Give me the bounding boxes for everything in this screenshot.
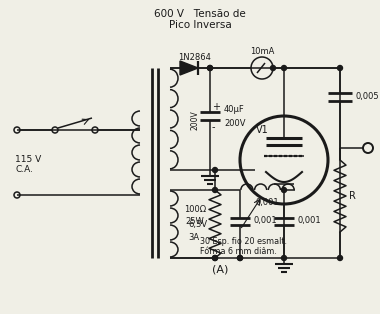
Text: 0,001: 0,001 bbox=[254, 216, 278, 225]
Text: (A): (A) bbox=[212, 265, 228, 275]
Text: +: + bbox=[212, 102, 220, 112]
Text: 1N2864: 1N2864 bbox=[179, 52, 211, 62]
Circle shape bbox=[212, 167, 217, 172]
Text: 0,001: 0,001 bbox=[255, 198, 279, 208]
Circle shape bbox=[207, 66, 212, 71]
Circle shape bbox=[282, 256, 287, 261]
Text: 3A: 3A bbox=[188, 232, 199, 241]
Circle shape bbox=[212, 187, 217, 192]
Text: Pico Inversa: Pico Inversa bbox=[169, 20, 231, 30]
Circle shape bbox=[212, 256, 217, 261]
Circle shape bbox=[282, 66, 287, 71]
Circle shape bbox=[207, 66, 212, 71]
Text: -: - bbox=[212, 122, 215, 132]
Text: 200V: 200V bbox=[190, 110, 199, 130]
Circle shape bbox=[212, 256, 217, 261]
Text: C.A.: C.A. bbox=[15, 165, 33, 175]
Text: V1: V1 bbox=[256, 125, 269, 135]
Circle shape bbox=[337, 66, 342, 71]
Text: R: R bbox=[348, 191, 355, 201]
Text: 25W: 25W bbox=[185, 216, 204, 225]
Text: 0,001: 0,001 bbox=[298, 216, 321, 225]
Text: 6,3V: 6,3V bbox=[188, 220, 207, 230]
Circle shape bbox=[337, 256, 342, 261]
Text: Fórma 6 mm diâm.: Fórma 6 mm diâm. bbox=[200, 247, 277, 257]
Circle shape bbox=[238, 256, 242, 261]
Text: 40μF: 40μF bbox=[224, 106, 245, 115]
Circle shape bbox=[282, 187, 287, 192]
Text: 100Ω: 100Ω bbox=[184, 205, 206, 214]
Text: 10mA: 10mA bbox=[250, 47, 274, 57]
Text: 200V: 200V bbox=[224, 118, 245, 127]
Polygon shape bbox=[180, 61, 198, 75]
Text: 115 V: 115 V bbox=[15, 155, 41, 165]
Circle shape bbox=[238, 256, 242, 261]
Text: 600 V   Tensão de: 600 V Tensão de bbox=[154, 9, 246, 19]
Text: 0,005: 0,005 bbox=[356, 93, 380, 101]
Circle shape bbox=[271, 66, 276, 71]
Text: 30 Esp. fio 20 esmalt.: 30 Esp. fio 20 esmalt. bbox=[200, 236, 287, 246]
